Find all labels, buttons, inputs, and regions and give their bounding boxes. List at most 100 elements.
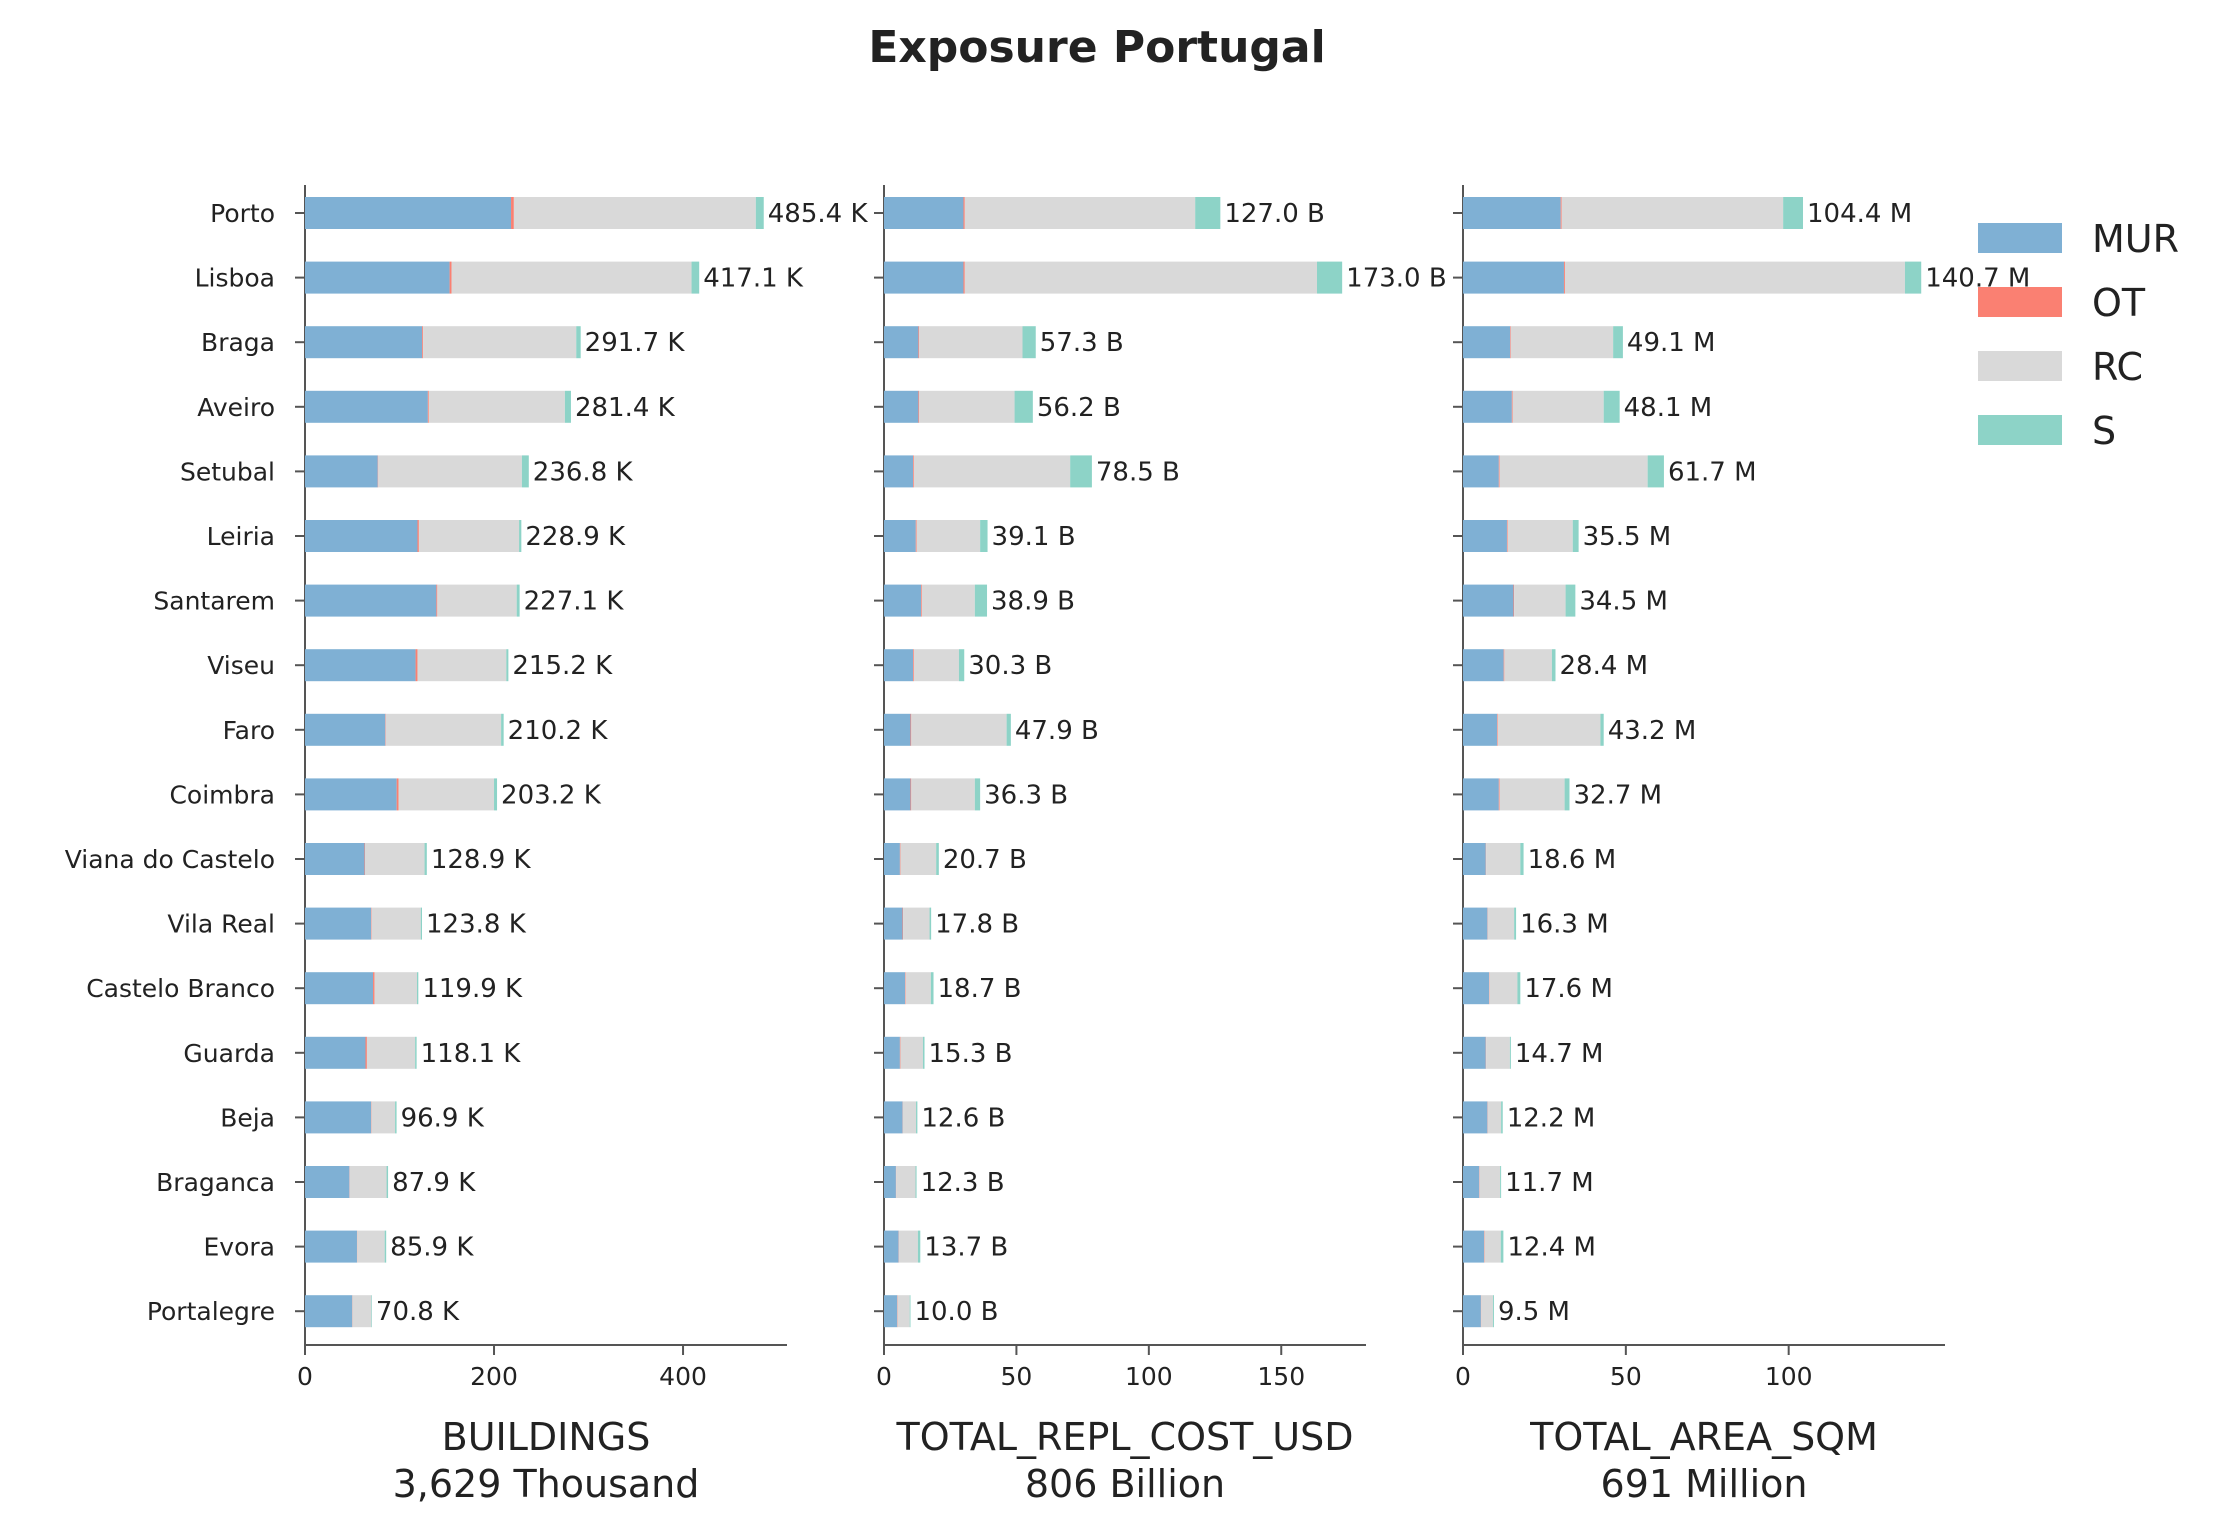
data-label-faro: 210.2 K [508, 716, 609, 746]
data-label-portalegre: 9.5 M [1498, 1297, 1570, 1327]
bar-ot-porto [963, 197, 965, 229]
x-axis-total: 691 Million [1601, 1462, 1808, 1506]
legend-label-ot: OT [2092, 281, 2146, 325]
bar-mur-coimbra [884, 778, 911, 811]
bar-mur-viseu [884, 649, 914, 682]
bar-s-braga [1022, 326, 1036, 359]
data-label-porto: 485.4 K [768, 199, 869, 229]
bar-rc-leiria [916, 520, 981, 552]
data-label-evora: 85.9 K [390, 1233, 474, 1263]
bar-mur-portalegre [884, 1295, 898, 1328]
bar-mur-braga [884, 326, 919, 359]
bar-rc-aveiro [428, 390, 565, 423]
bar-mur-guarda [884, 1036, 900, 1069]
bar-rc-guarda [900, 1036, 923, 1069]
bar-s-braganca [386, 1166, 389, 1198]
bar-rc-braganca [896, 1166, 916, 1198]
bar-mur-santarem [305, 584, 437, 617]
data-label-porto: 127.0 B [1224, 199, 1325, 229]
y-tick-label-porto: Porto [210, 199, 275, 228]
y-tick-label-viana-do-castelo: Viana do Castelo [65, 845, 275, 874]
y-tick-label-guarda: Guarda [183, 1039, 275, 1068]
data-label-braga: 49.1 M [1627, 328, 1716, 358]
bar-ot-porto [511, 197, 514, 229]
bar-mur-beja [305, 1101, 372, 1134]
bar-ot-viana-do-castelo [899, 843, 901, 875]
bar-mur-castelo-branco [305, 972, 374, 1005]
bar-s-guarda [1509, 1036, 1511, 1069]
bar-mur-porto [884, 197, 964, 229]
bar-mur-faro [1463, 713, 1498, 746]
bar-rc-castelo-branco [374, 972, 417, 1005]
bar-ot-braga [422, 326, 424, 359]
bar-mur-setubal [1463, 455, 1499, 488]
bar-ot-viseu [415, 649, 418, 682]
bar-s-leiria [980, 520, 988, 552]
y-tick-label-leiria: Leiria [207, 522, 275, 551]
data-label-guarda: 15.3 B [929, 1039, 1013, 1069]
bar-rc-setubal [378, 455, 522, 488]
bar-rc-vila-real [1487, 907, 1515, 940]
data-label-guarda: 14.7 M [1515, 1039, 1604, 1069]
y-tick-label-setubal: Setubal [180, 457, 275, 486]
bar-ot-porto [1560, 197, 1562, 229]
bar-mur-braganca [305, 1166, 350, 1198]
bar-rc-coimbra [911, 778, 975, 811]
bar-s-castelo-branco [1517, 972, 1521, 1005]
bar-rc-faro [385, 713, 502, 746]
bar-rc-lisboa [1564, 261, 1905, 294]
bar-mur-lisboa [305, 261, 450, 294]
bar-s-viseu [958, 649, 965, 682]
data-label-beja: 12.2 M [1507, 1103, 1596, 1133]
bar-s-setubal [521, 455, 529, 488]
y-tick-label-braganca: Braganca [156, 1168, 275, 1197]
bar-s-braga [1613, 326, 1623, 359]
bar-s-viana-do-castelo [1520, 843, 1524, 875]
bar-mur-portalegre [305, 1295, 353, 1328]
data-label-porto: 104.4 M [1807, 199, 1912, 229]
bar-rc-leiria [418, 520, 520, 552]
bar-s-coimbra [1564, 778, 1570, 811]
data-label-castelo-branco: 119.9 K [422, 974, 523, 1004]
legend-label-rc: RC [2092, 345, 2143, 389]
data-label-castelo-branco: 18.7 B [938, 974, 1022, 1004]
bar-mur-faro [305, 713, 386, 746]
data-label-braganca: 12.3 B [921, 1168, 1005, 1198]
bar-ot-aveiro [1511, 390, 1513, 423]
bar-mur-vila-real [1463, 907, 1488, 940]
bar-s-porto [755, 197, 764, 229]
x-tick-label: 0 [297, 1362, 313, 1391]
bar-mur-evora [305, 1230, 357, 1263]
bar-rc-viseu [1504, 649, 1552, 682]
bar-mur-braganca [1463, 1166, 1480, 1198]
bar-rc-braganca [349, 1166, 387, 1198]
data-label-santarem: 227.1 K [524, 587, 625, 617]
y-tick-label-coimbra: Coimbra [169, 780, 275, 809]
bar-ot-castelo-branco [905, 972, 906, 1005]
bar-ot-leiria [1506, 520, 1508, 552]
x-axis-total: 3,629 Thousand [393, 1462, 700, 1506]
y-tick-label-beja: Beja [220, 1103, 275, 1132]
bar-mur-coimbra [305, 778, 397, 811]
y-tick-label-viseu: Viseu [207, 651, 275, 680]
bar-ot-castelo-branco [373, 972, 375, 1005]
x-tick-label: 0 [1455, 1362, 1471, 1391]
bar-mur-guarda [1463, 1036, 1486, 1069]
bar-mur-beja [884, 1101, 903, 1134]
bar-rc-faro [911, 713, 1007, 746]
bar-rc-setubal [913, 455, 1071, 488]
bar-rc-braga [1510, 326, 1614, 359]
bar-mur-coimbra [1463, 778, 1499, 811]
bar-s-castelo-branco [930, 972, 934, 1005]
data-label-santarem: 38.9 B [991, 587, 1075, 617]
bar-s-evora [1500, 1230, 1504, 1263]
bar-rc-setubal [1499, 455, 1648, 488]
legend-swatch-rc [1978, 351, 2062, 381]
data-label-vila-real: 16.3 M [1520, 910, 1609, 940]
bar-ot-lisboa [1563, 261, 1565, 294]
y-tick-label-aveiro: Aveiro [197, 393, 275, 422]
data-label-castelo-branco: 17.6 M [1524, 974, 1613, 1004]
bar-s-braga [576, 326, 581, 359]
bar-rc-coimbra [398, 778, 495, 811]
data-label-vila-real: 17.8 B [935, 910, 1019, 940]
